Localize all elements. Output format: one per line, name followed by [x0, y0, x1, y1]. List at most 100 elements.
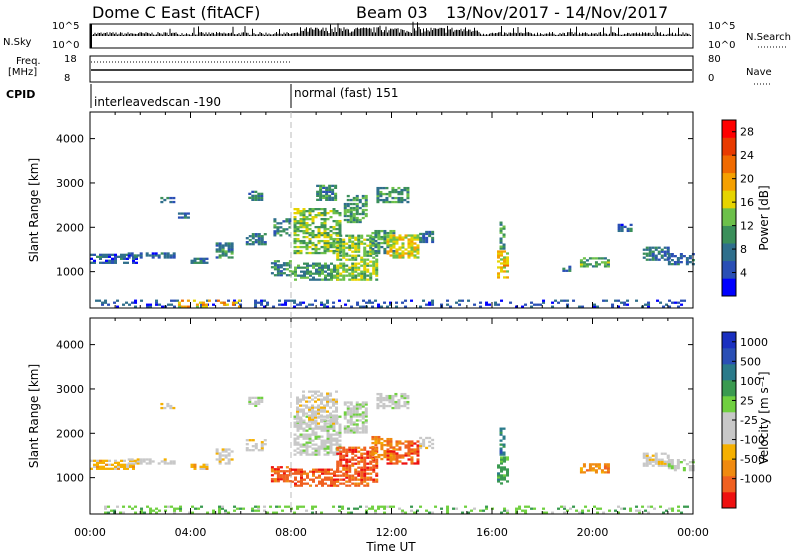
range-cell	[369, 238, 373, 241]
range-cell	[499, 427, 503, 430]
range-cell	[139, 460, 143, 463]
range-cell	[388, 394, 392, 398]
range-cell	[645, 454, 649, 457]
range-cell	[651, 254, 655, 257]
range-cell	[215, 250, 219, 253]
range-cell	[395, 252, 399, 255]
range-cell	[338, 423, 342, 426]
range-cell	[351, 240, 355, 243]
range-cell	[305, 217, 309, 221]
range-cell	[667, 461, 671, 464]
range-cell	[122, 505, 126, 508]
range-cell	[96, 461, 99, 464]
range-cell	[372, 470, 376, 473]
range-cell	[329, 427, 333, 430]
range-cell	[351, 234, 355, 237]
range-cell	[322, 194, 326, 197]
range-cell	[660, 254, 664, 257]
range-cell	[317, 447, 321, 450]
range-cell	[339, 456, 343, 459]
range-cell	[318, 476, 321, 479]
range-cell	[386, 235, 390, 239]
range-cell	[350, 511, 354, 514]
range-cell	[312, 470, 315, 473]
range-cell	[160, 196, 164, 200]
range-cell	[389, 452, 393, 455]
range-cell	[332, 427, 336, 430]
range-cell	[248, 235, 252, 238]
range-cell	[382, 186, 386, 190]
range-cell	[383, 443, 387, 447]
range-cell	[688, 255, 692, 258]
range-cell	[629, 223, 633, 227]
range-cell	[428, 444, 432, 448]
range-cell	[670, 463, 674, 466]
range-cell	[410, 252, 414, 255]
range-cell	[276, 476, 280, 479]
range-cell	[275, 505, 279, 508]
range-cell	[395, 248, 399, 251]
range-cell	[123, 463, 126, 466]
range-cell	[251, 194, 255, 197]
range-cell	[311, 429, 315, 432]
range-cell	[177, 301, 181, 304]
range-cell	[342, 246, 346, 249]
range-cell	[389, 244, 393, 247]
range-cell	[366, 476, 370, 479]
range-cell	[111, 463, 114, 466]
range-cell	[392, 244, 396, 247]
range-cell	[273, 478, 277, 481]
range-cell	[254, 235, 258, 238]
range-cell	[311, 241, 315, 245]
plot-title: Dome C East (fitACF)	[92, 3, 260, 22]
range-cell	[354, 256, 358, 259]
range-cell	[410, 440, 414, 443]
range-cell	[302, 225, 306, 229]
range-cell	[377, 231, 381, 235]
range-cell	[308, 213, 312, 217]
range-cell	[407, 454, 411, 457]
range-cell	[222, 301, 226, 304]
range-cell	[285, 466, 289, 469]
range-cell	[392, 251, 396, 255]
range-cell	[105, 463, 108, 466]
range-cell	[651, 458, 655, 461]
range-cell	[374, 511, 378, 514]
range-cell	[329, 210, 333, 213]
range-cell	[324, 264, 327, 267]
range-cell	[363, 238, 367, 241]
range-cell	[339, 254, 343, 257]
range-cell	[503, 270, 507, 273]
range-cell	[273, 230, 277, 233]
range-cell	[413, 254, 417, 257]
freq-tick-top: 18	[64, 54, 77, 65]
range-cell	[594, 463, 598, 466]
range-cell	[326, 400, 330, 403]
range-cell	[406, 192, 410, 196]
range-cell	[371, 457, 375, 461]
range-cell	[336, 240, 340, 243]
range-cell	[332, 305, 336, 308]
range-cell	[385, 200, 389, 204]
range-cell	[666, 248, 670, 251]
range-cell	[308, 241, 312, 245]
range-cell	[377, 251, 381, 255]
range-cell	[149, 305, 153, 308]
range-cell	[324, 262, 327, 265]
range-cell	[657, 252, 661, 255]
velocity-colorbar-swatch	[722, 492, 736, 509]
range-cell	[352, 421, 356, 424]
range-cell	[345, 454, 349, 457]
range-cell	[172, 460, 176, 463]
range-cell	[676, 463, 680, 466]
range-cell	[339, 258, 343, 261]
range-cell	[391, 200, 395, 204]
range-cell	[360, 276, 364, 279]
velocity-colorbar-swatch	[722, 476, 736, 493]
range-cell	[357, 450, 361, 453]
range-cell	[302, 449, 306, 452]
range-cell	[296, 210, 300, 213]
range-cell	[502, 453, 506, 456]
range-cell	[663, 254, 667, 257]
